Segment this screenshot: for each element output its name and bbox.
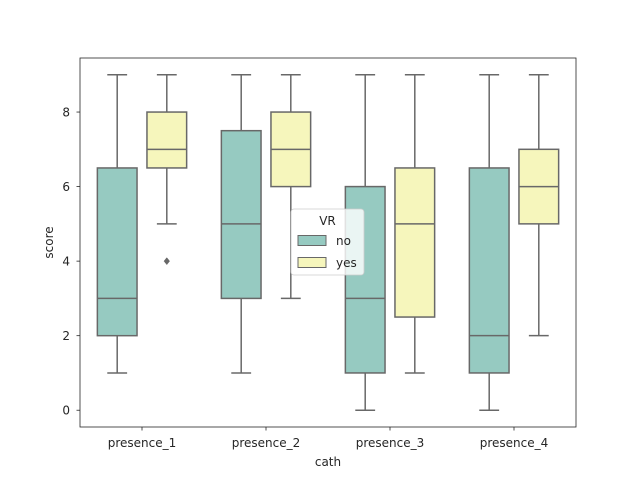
box-no-presence_3 [344, 74, 386, 411]
box-no-presence_4 [468, 74, 510, 411]
box-yes-presence_1 [146, 74, 188, 266]
legend: VR no yes [290, 208, 365, 276]
y-tick-label: 8 [62, 106, 70, 120]
x-tick-label: presence_3 [356, 436, 425, 450]
y-axis-label: score [42, 226, 56, 258]
x-axis-label: cath [315, 455, 341, 469]
outlier-point [163, 257, 170, 266]
box-yes-presence_4 [518, 74, 560, 337]
box-no-presence_1 [96, 74, 138, 374]
legend-title: VR [319, 214, 336, 228]
box-iqr [220, 129, 262, 300]
x-tick-label: presence_1 [108, 436, 177, 450]
y-tick-label: 4 [62, 255, 70, 269]
legend-swatch-no [297, 235, 327, 246]
y-axis: 0 2 4 6 8 [62, 106, 80, 418]
box-iqr [96, 167, 138, 337]
legend-swatch-yes [297, 257, 327, 268]
plot-frame [79, 57, 577, 428]
box-iqr [146, 111, 188, 169]
y-tick-label: 2 [62, 329, 70, 343]
x-tick-label: presence_2 [232, 436, 301, 450]
x-tick-label: presence_4 [480, 436, 549, 450]
legend-label-no: no [336, 234, 351, 248]
y-tick-label: 0 [62, 404, 70, 418]
box-iqr [468, 167, 510, 374]
x-axis: presence_1 presence_2 presence_3 presence_4 [108, 427, 549, 450]
box-no-presence_2 [220, 74, 262, 374]
box-marks [96, 74, 560, 411]
legend-label-yes: yes [336, 256, 357, 270]
y-tick-label: 6 [62, 180, 70, 194]
box-yes-presence_2 [270, 74, 312, 300]
box-iqr [394, 167, 436, 318]
box-yes-presence_3 [394, 74, 436, 374]
